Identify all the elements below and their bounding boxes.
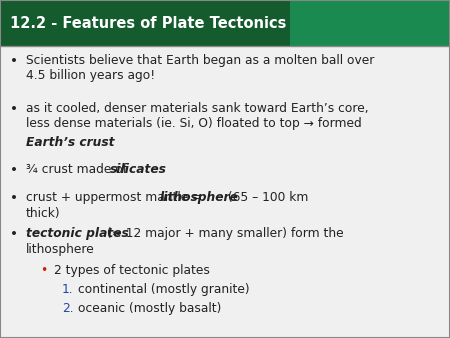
Text: Scientists believe that Earth began as a molten ball over
4.5 billion years ago!: Scientists believe that Earth began as a…	[26, 54, 374, 82]
Text: ¾ crust made of: ¾ crust made of	[26, 163, 131, 176]
Text: (65 – 100 km: (65 – 100 km	[224, 191, 308, 204]
Text: continental (mostly granite): continental (mostly granite)	[78, 283, 250, 296]
Text: 2.: 2.	[62, 302, 74, 315]
Text: Earth’s crust: Earth’s crust	[26, 136, 114, 149]
Text: •: •	[10, 227, 18, 241]
Text: as it cooled, denser materials sank toward Earth’s core,
less dense materials (i: as it cooled, denser materials sank towa…	[26, 102, 369, 130]
Text: crust + uppermost mantle =: crust + uppermost mantle =	[26, 191, 206, 204]
Text: •: •	[10, 54, 18, 68]
Text: 12.2 - Features of Plate Tectonics: 12.2 - Features of Plate Tectonics	[10, 16, 286, 30]
Text: •: •	[40, 264, 47, 277]
Text: lithosphere: lithosphere	[26, 243, 95, 256]
Text: silicates: silicates	[110, 163, 167, 176]
Text: oceanic (mostly basalt): oceanic (mostly basalt)	[78, 302, 221, 315]
Text: •: •	[10, 163, 18, 177]
Text: thick): thick)	[26, 207, 61, 220]
Text: 2 types of tectonic plates: 2 types of tectonic plates	[54, 264, 210, 277]
Bar	[0, 0, 290, 46]
Text: •: •	[10, 102, 18, 116]
Bar	[290, 0, 450, 46]
Text: •: •	[10, 191, 18, 205]
Text: (≈ 12 major + many smaller) form the: (≈ 12 major + many smaller) form the	[103, 227, 344, 240]
Text: lithosphere: lithosphere	[160, 191, 239, 204]
Text: tectonic plates: tectonic plates	[26, 227, 129, 240]
Text: 1.: 1.	[62, 283, 74, 296]
